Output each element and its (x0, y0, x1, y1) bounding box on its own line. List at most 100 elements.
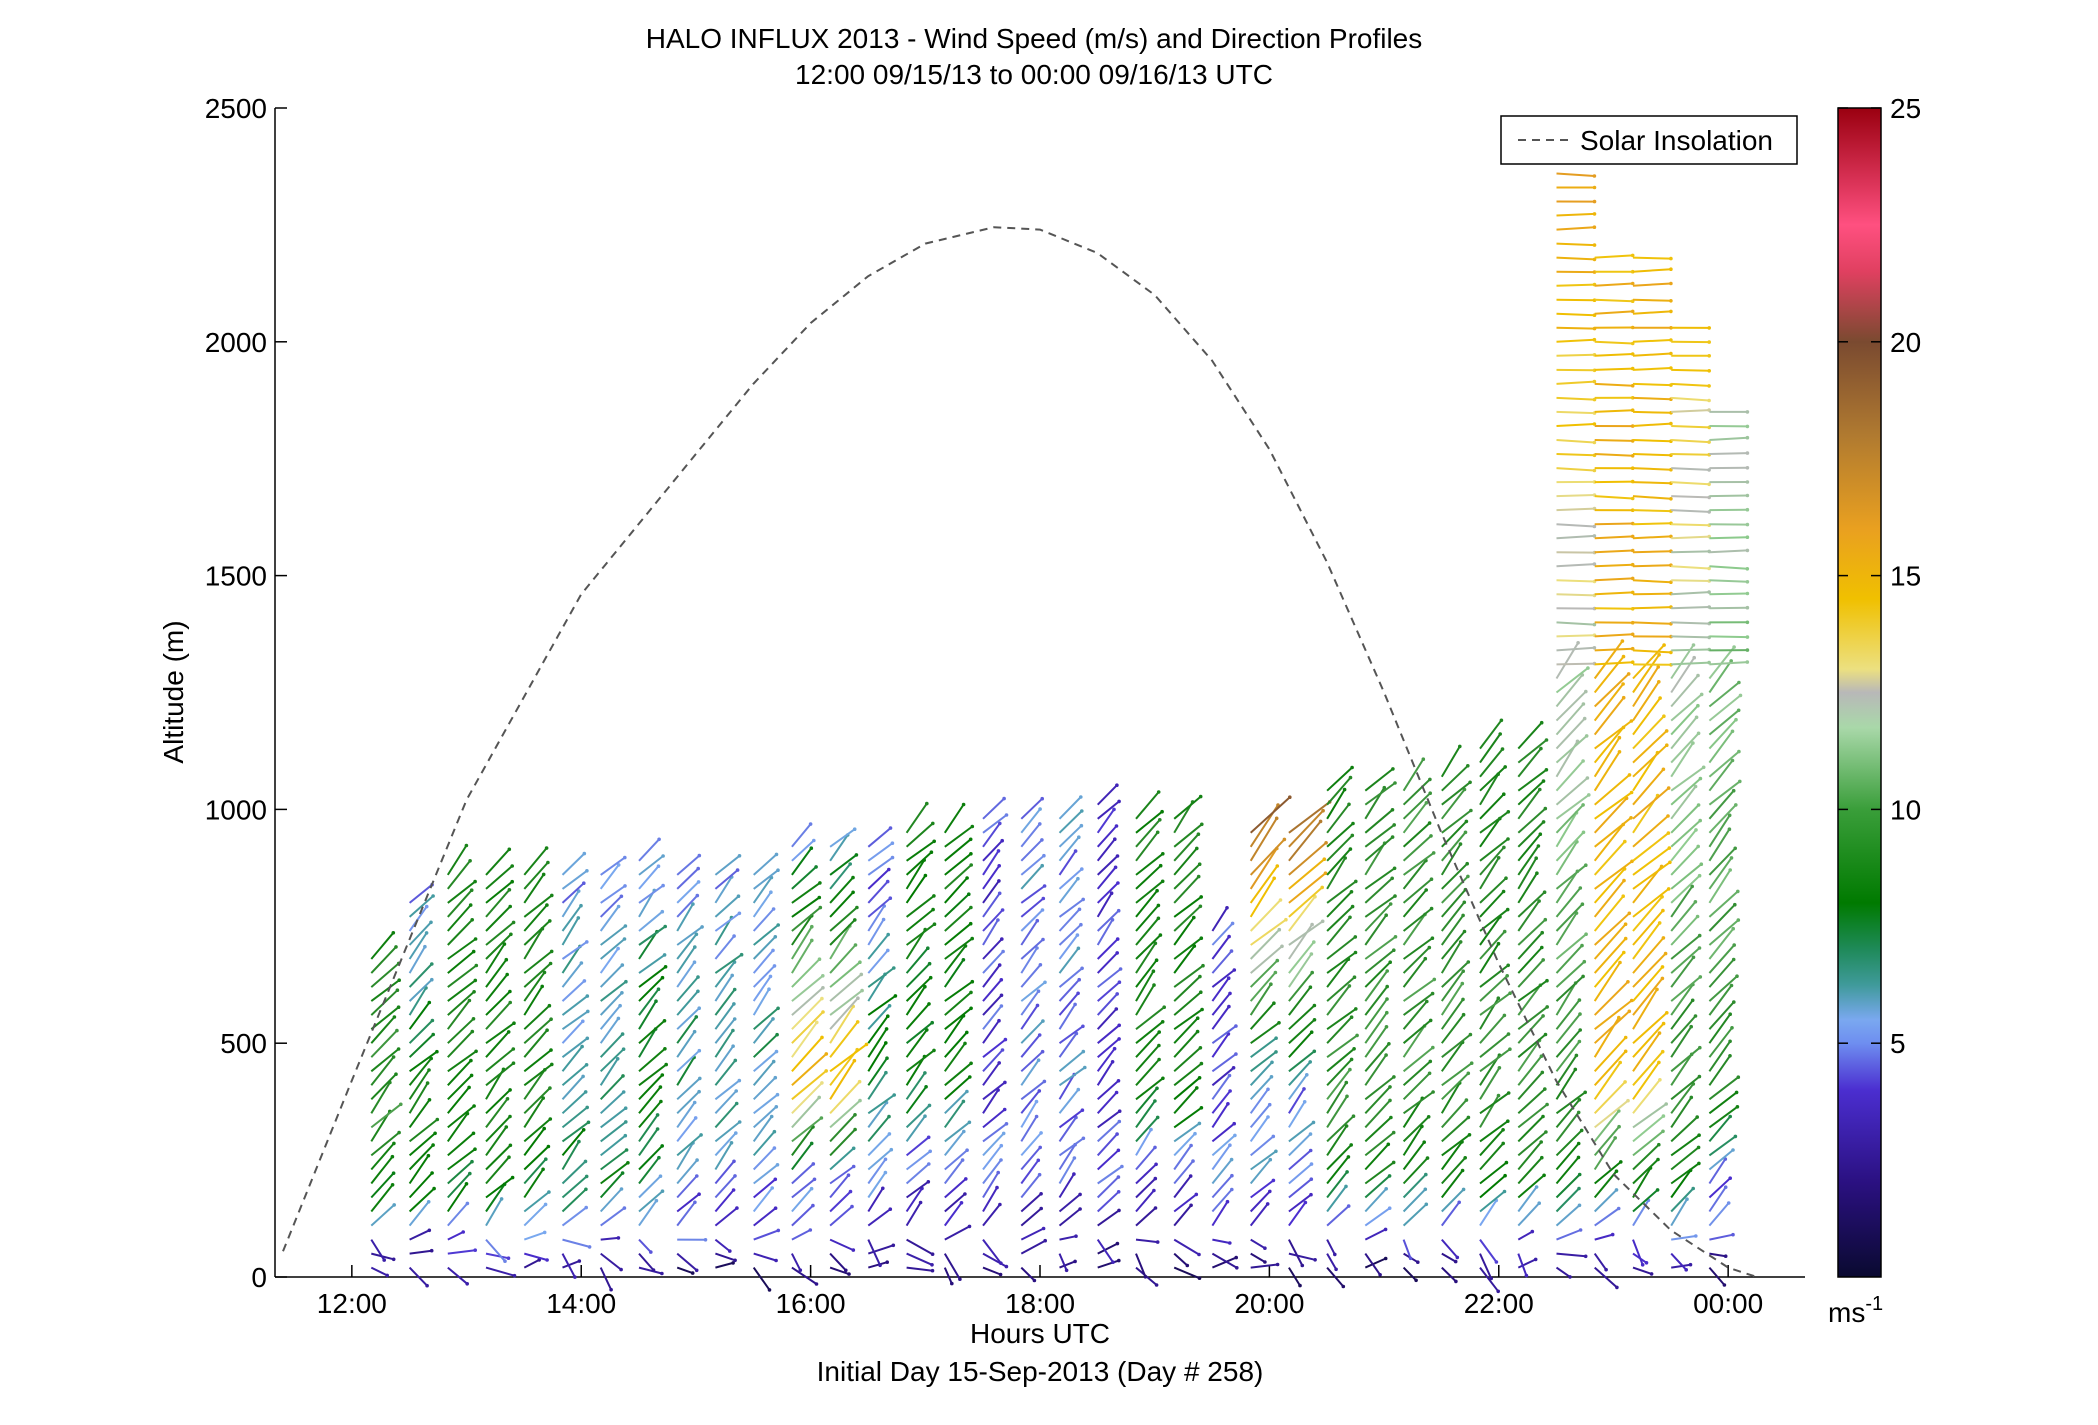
wind-barb (829, 1266, 850, 1276)
wind-barb (1402, 889, 1427, 918)
wind-barb (1709, 1252, 1726, 1258)
wind-barb (1249, 865, 1279, 904)
wind-barb (1594, 480, 1633, 484)
wind-barb (1555, 982, 1577, 1016)
wind-barb-head (1468, 1032, 1473, 1037)
wind-barb-head (733, 1174, 737, 1178)
wind-barb-head (473, 937, 478, 941)
wind-barb (1479, 916, 1501, 946)
wind-barb-head (1320, 919, 1325, 924)
wind-barb (446, 844, 468, 876)
wind-barb-head (1581, 759, 1585, 763)
wind-barb-head (1503, 765, 1507, 769)
wind-barb (485, 1176, 514, 1199)
wind-barb-head (730, 973, 734, 978)
wind-barb (1364, 1207, 1391, 1227)
wind-barb (829, 944, 857, 974)
wind-barb-head (1430, 991, 1435, 996)
wind-barb-head (1685, 1197, 1689, 1201)
wind-barb-head (469, 1058, 473, 1063)
wind-barb (1135, 810, 1163, 834)
wind-barb-head (619, 1267, 623, 1272)
wind-barb (1594, 382, 1633, 387)
wind-barb-head (1696, 703, 1700, 708)
wind-barb-head (1390, 876, 1394, 881)
wind-barb-head (926, 946, 930, 950)
wind-barb (485, 1022, 515, 1045)
wind-barb (1326, 958, 1350, 988)
wind-barb (1249, 1061, 1273, 1086)
wind-barb-head (1393, 935, 1398, 939)
wind-barb-head (499, 1197, 504, 1201)
wind-barb (1364, 809, 1394, 834)
wind-barb-head (657, 837, 661, 842)
wind-barb (1441, 1252, 1457, 1263)
wind-barb (1096, 1239, 1114, 1263)
wind-barb-head (1348, 775, 1353, 780)
wind-barb (1593, 879, 1625, 918)
wind-barb (1364, 970, 1389, 1002)
wind-barb (1173, 1047, 1202, 1073)
wind-barb (1402, 1000, 1428, 1030)
wind-barb (1517, 1033, 1547, 1058)
wind-barb (1097, 1110, 1121, 1129)
wind-barb-head (817, 1095, 821, 1100)
wind-barb (791, 1266, 818, 1285)
wind-barb (1593, 1050, 1627, 1086)
wind-barb (867, 1244, 894, 1255)
wind-barb (1326, 936, 1356, 960)
wind-barb (1708, 694, 1742, 722)
wind-barb-head (1458, 940, 1463, 944)
wind-barb-head (1423, 956, 1428, 961)
wind-barb (1403, 937, 1433, 960)
wind-barb (638, 910, 663, 932)
wind-barb (1441, 875, 1469, 904)
wind-barb-head (1707, 482, 1711, 487)
wind-barb (408, 1201, 430, 1227)
wind-barb-head (696, 880, 701, 884)
wind-barb (561, 1064, 588, 1087)
wind-barb (408, 895, 434, 918)
wind-barb (1173, 1133, 1196, 1157)
wind-barb-head (1661, 1114, 1666, 1118)
wind-barb (600, 1121, 627, 1143)
wind-barb-head (425, 1081, 430, 1085)
wind-barb-head (1630, 576, 1635, 581)
wind-barb (1364, 1175, 1391, 1199)
wind-barb (1288, 1133, 1312, 1157)
wind-barb (1441, 889, 1467, 918)
wind-barb (1135, 917, 1160, 946)
wind-barb (1097, 981, 1121, 1002)
wind-barb (1594, 661, 1633, 666)
wind-barb-head (1536, 844, 1541, 848)
wind-barb (1670, 1187, 1694, 1213)
wind-barb (1020, 1193, 1042, 1213)
wind-barb (599, 1075, 624, 1100)
wind-barb-head (1696, 844, 1700, 849)
wind-barb (370, 1103, 402, 1129)
wind-barb (1632, 1022, 1665, 1058)
wind-barb-head (1079, 823, 1084, 828)
wind-barb-head (1116, 881, 1120, 885)
wind-barb (638, 954, 666, 974)
wind-barb-head (1393, 781, 1397, 785)
wind-barb-head (651, 1268, 656, 1272)
wind-barb-head (1081, 897, 1085, 902)
wind-barb (1249, 1104, 1271, 1129)
wind-barb-head (970, 979, 975, 984)
wind-barb (1096, 1176, 1120, 1199)
wind-barb-head (1040, 863, 1044, 868)
wind-barb (1670, 674, 1699, 708)
wind-barb (676, 1007, 700, 1030)
wind-barb (867, 1042, 887, 1072)
colorbar-tick-label: 25 (1890, 93, 1921, 124)
wind-barb (905, 976, 932, 1002)
wind-barb-head (1698, 818, 1702, 823)
wind-barb-head (1298, 1283, 1302, 1288)
wind-barb (1517, 845, 1540, 876)
wind-barb-head (1355, 1033, 1359, 1038)
wind-barb (1058, 979, 1080, 1002)
wind-barb (1250, 1150, 1277, 1171)
wind-barb-head (1584, 863, 1588, 867)
wind-barb-head (397, 978, 402, 982)
